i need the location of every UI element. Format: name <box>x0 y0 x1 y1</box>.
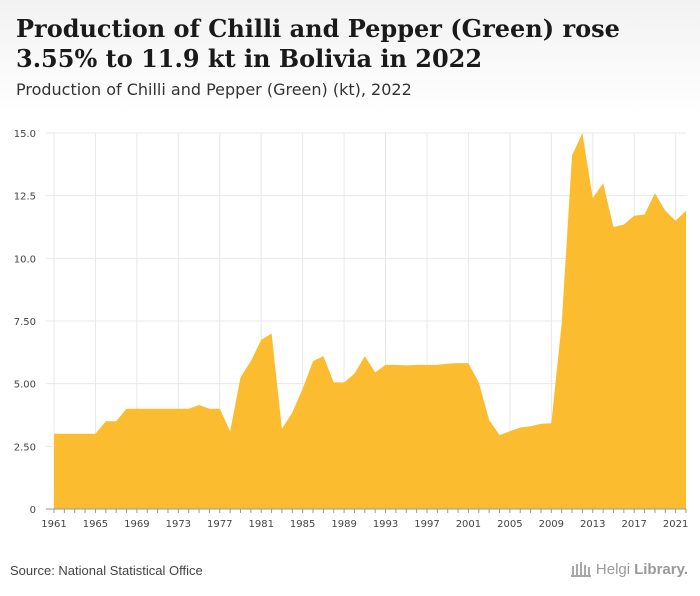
x-tick-label: 1985 <box>290 519 315 530</box>
x-axis-labels: 1961 1965 1969 1973 1977 1981 1985 1989 1993 1997… <box>41 519 688 530</box>
brand-name-light: Helgi <box>595 560 631 578</box>
x-tick-label: 2021 <box>663 519 688 530</box>
source-note: Source: National Statistical Office <box>10 563 203 578</box>
x-tick-label: 2013 <box>580 519 605 530</box>
x-tick-label: 1977 <box>207 519 232 530</box>
y-tick-label: 7.50 <box>14 317 36 328</box>
x-tick-label: 1973 <box>166 519 191 530</box>
library-icon <box>570 562 591 577</box>
brand-name-bold: Library. <box>634 560 688 578</box>
y-tick-label: 12.5 <box>14 192 36 203</box>
chart-title: Production of Chilli and Pepper (Green) … <box>16 14 620 73</box>
x-tick-label: 1989 <box>331 519 356 530</box>
y-axis-labels: 0 2.50 5.00 7.50 10.0 12.5 15.0 <box>14 129 36 516</box>
x-tick-label: 2017 <box>621 519 646 530</box>
production-area <box>54 133 686 509</box>
x-tick-label: 1981 <box>248 519 273 530</box>
chart-subtitle: Production of Chilli and Pepper (Green) … <box>16 80 412 99</box>
brand-logo[interactable]: Helgi Library. <box>570 560 688 578</box>
y-tick-label: 5.00 <box>14 380 36 391</box>
x-tick-label: 1969 <box>124 519 149 530</box>
header-band: Production of Chilli and Pepper (Green) … <box>0 0 700 114</box>
x-tick-label: 1993 <box>373 519 398 530</box>
area-series <box>54 133 686 509</box>
x-tick-label: 2009 <box>539 519 564 530</box>
y-tick-label: 2.50 <box>14 442 36 453</box>
y-tick-label: 10.0 <box>14 254 36 265</box>
x-tick-label: 1961 <box>41 519 66 530</box>
y-tick-label: 0 <box>30 505 36 516</box>
x-tick-label: 1965 <box>83 519 108 530</box>
y-tick-label: 15.0 <box>14 129 36 140</box>
x-tick-label: 1997 <box>414 519 439 530</box>
x-tick-label: 2001 <box>456 519 481 530</box>
x-tick-label: 2005 <box>497 519 522 530</box>
x-axis <box>46 508 687 513</box>
